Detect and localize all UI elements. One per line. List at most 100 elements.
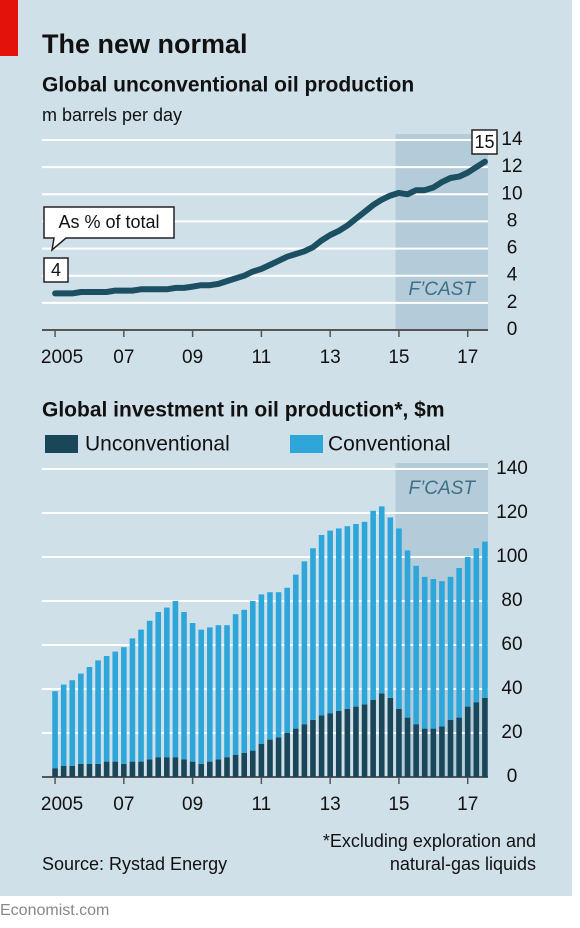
red-tag — [0, 0, 18, 56]
bar — [146, 620, 153, 760]
bar — [344, 708, 351, 777]
y-tick-label: 6 — [507, 238, 518, 259]
bar — [482, 697, 488, 777]
footnote: natural-gas liquids — [390, 854, 536, 874]
chart-subtitle: m barrels per day — [42, 105, 182, 125]
annotation-box — [43, 257, 69, 283]
annotation-label: As % of total — [58, 212, 159, 232]
x-tick-label: 09 — [182, 794, 203, 815]
bar — [335, 528, 342, 711]
bar — [421, 576, 428, 729]
y-tick-label: 14 — [501, 129, 523, 150]
brand: Economist.com — [0, 902, 109, 919]
x-tick-label: 13 — [320, 794, 341, 815]
annotation-box — [471, 129, 498, 155]
x-tick-label: 2005 — [41, 794, 83, 815]
bar — [301, 724, 308, 777]
bar — [189, 761, 196, 777]
y-tick-label: 10 — [501, 183, 522, 204]
bar — [224, 757, 230, 777]
bar — [310, 548, 316, 720]
bar — [138, 629, 144, 762]
bar — [215, 759, 222, 777]
y-tick-label: 20 — [501, 722, 522, 743]
bar — [284, 587, 290, 733]
bar — [112, 761, 119, 777]
bar — [181, 612, 187, 760]
bar — [344, 526, 351, 709]
bar — [396, 708, 402, 777]
bar — [172, 601, 179, 758]
annotation-callout — [43, 206, 175, 252]
bar — [258, 744, 265, 777]
y-tick-label: 100 — [496, 546, 528, 567]
y-tick-label: 8 — [507, 210, 518, 231]
y-tick-label: 120 — [496, 502, 528, 523]
bar — [387, 697, 394, 777]
bar — [464, 706, 471, 777]
bar — [189, 623, 196, 762]
source: Source: Rystad Energy — [42, 854, 227, 874]
x-tick-label: 07 — [113, 794, 134, 815]
bar — [86, 763, 93, 777]
bar — [198, 629, 205, 764]
bar — [335, 711, 342, 777]
forecast-label: F’CAST — [408, 279, 476, 300]
x-tick-label: 11 — [252, 347, 272, 368]
bar — [421, 728, 428, 777]
bar — [95, 660, 101, 764]
x-tick-label: 11 — [252, 794, 272, 815]
bar — [60, 684, 67, 766]
bar — [327, 530, 333, 714]
bar — [267, 739, 273, 777]
bar — [95, 763, 101, 777]
bar — [112, 651, 119, 762]
bar — [301, 561, 308, 725]
bar — [456, 717, 462, 777]
bar — [69, 680, 76, 766]
x-tick-label: 17 — [457, 794, 478, 815]
bar — [78, 763, 84, 777]
bar — [224, 625, 230, 758]
x-tick-label: 15 — [388, 347, 409, 368]
bar — [378, 693, 385, 777]
bar — [413, 565, 419, 725]
bar — [249, 601, 256, 751]
bar — [155, 612, 162, 758]
bar — [318, 715, 325, 777]
footnote: *Excluding exploration and — [323, 831, 536, 851]
bar — [370, 510, 376, 700]
bar — [146, 759, 153, 777]
x-tick-label: 13 — [320, 347, 341, 368]
x-tick-label: 17 — [457, 347, 478, 368]
bar — [370, 700, 376, 777]
y-tick-label: 40 — [501, 678, 522, 699]
bar — [103, 761, 110, 777]
bar — [275, 737, 282, 777]
x-tick-label: 2005 — [41, 347, 83, 368]
bar — [232, 755, 239, 777]
bar — [267, 592, 273, 740]
bar — [249, 750, 256, 777]
bar — [129, 761, 136, 777]
bar — [464, 557, 471, 707]
bar — [215, 625, 222, 760]
bar — [430, 579, 437, 729]
bar — [361, 521, 368, 705]
y-tick-label: 12 — [501, 156, 522, 177]
bar — [361, 704, 368, 777]
bar — [439, 726, 445, 777]
forecast-band — [395, 134, 488, 330]
forecast-label: F’CAST — [408, 478, 476, 499]
bar — [353, 706, 359, 777]
bar — [310, 719, 316, 777]
bar — [207, 761, 213, 777]
bar — [318, 535, 325, 716]
bar — [207, 627, 213, 762]
bar — [121, 763, 127, 777]
legend-swatch — [45, 435, 78, 453]
line — [52, 158, 488, 297]
legend-label: Unconventional — [85, 433, 230, 456]
bar — [103, 656, 110, 762]
